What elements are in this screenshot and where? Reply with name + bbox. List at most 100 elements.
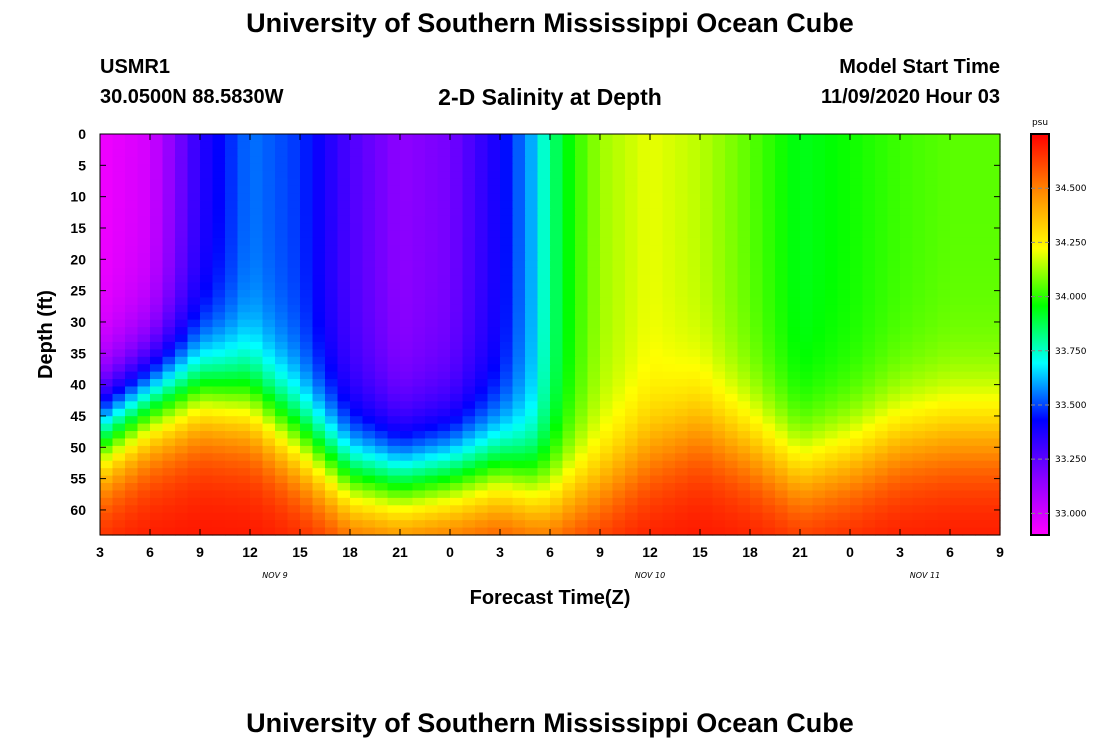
heatmap-cell: [762, 393, 776, 402]
heatmap-cell: [887, 252, 901, 261]
heatmap-cell: [850, 289, 864, 298]
heatmap-cell: [525, 401, 539, 410]
heatmap-cell: [787, 445, 801, 454]
heatmap-cell: [300, 134, 314, 143]
heatmap-cell: [725, 223, 739, 232]
heatmap-cell: [250, 141, 264, 150]
heatmap-cell: [637, 468, 651, 477]
heatmap-cell: [687, 475, 701, 484]
heatmap-cell: [362, 497, 376, 506]
heatmap-cell: [725, 371, 739, 380]
heatmap-cell: [412, 156, 426, 165]
heatmap-cell: [712, 275, 726, 284]
heatmap-cell: [325, 215, 339, 224]
heatmap-cell: [300, 364, 314, 373]
heatmap-cell: [462, 156, 476, 165]
heatmap-cell: [975, 185, 989, 195]
heatmap-cell: [612, 252, 626, 261]
heatmap-cell: [387, 483, 401, 492]
heatmap-cell: [750, 364, 764, 373]
heatmap-cell: [775, 134, 789, 143]
heatmap-cell: [912, 148, 926, 157]
heatmap-cell: [725, 431, 739, 440]
heatmap-cell: [225, 275, 239, 284]
heatmap-cell: [437, 304, 451, 313]
heatmap-cell: [400, 527, 414, 536]
heatmap-cell: [975, 393, 989, 402]
heatmap-cell: [475, 401, 489, 410]
heatmap-cell: [712, 483, 726, 492]
heatmap-cell: [275, 319, 289, 328]
heatmap-cell: [675, 334, 689, 343]
heatmap-cell: [300, 356, 314, 365]
heatmap-cell: [312, 497, 326, 506]
heatmap-cell: [987, 230, 1001, 239]
heatmap-cell: [612, 141, 626, 150]
heatmap-cell: [862, 349, 876, 358]
heatmap-cell: [475, 393, 489, 402]
heatmap-cell: [575, 163, 589, 172]
heatmap-cell: [400, 289, 414, 298]
heatmap-cell: [500, 379, 514, 388]
heatmap-cell: [275, 134, 289, 143]
heatmap-cell: [987, 416, 1001, 425]
heatmap-cell: [900, 379, 914, 388]
heatmap-cell: [850, 237, 864, 246]
heatmap-cell: [637, 483, 651, 492]
heatmap-cell: [350, 520, 364, 529]
heatmap-cell: [687, 156, 701, 165]
heatmap-cell: [462, 215, 476, 224]
heatmap-cell: [612, 178, 626, 187]
heatmap-cell: [487, 200, 501, 209]
heatmap-cell: [600, 505, 614, 514]
heatmap-cell: [700, 401, 714, 410]
heatmap-cell: [875, 319, 889, 328]
heatmap-cell: [862, 252, 876, 261]
heatmap-cell: [137, 148, 151, 157]
heatmap-cell: [650, 453, 664, 462]
heatmap-cell: [275, 408, 289, 417]
heatmap-cell: [900, 460, 914, 469]
colorbar-tick-label: 34.500: [1055, 184, 1087, 194]
heatmap-cell: [100, 341, 114, 350]
heatmap-cell: [612, 423, 626, 432]
heatmap-cell: [987, 527, 1001, 536]
heatmap-cell: [212, 148, 226, 157]
heatmap-cell: [650, 297, 664, 306]
heatmap-cell: [737, 252, 751, 261]
heatmap-cell: [875, 431, 889, 440]
heatmap-cell: [700, 208, 714, 217]
heatmap-cell: [500, 178, 514, 187]
heatmap-cell: [512, 393, 526, 402]
heatmap-cell: [350, 260, 364, 269]
heatmap-cell: [825, 312, 839, 321]
heatmap-cell: [675, 460, 689, 469]
heatmap-cell: [325, 341, 339, 350]
heatmap-cell: [275, 364, 289, 373]
heatmap-cell: [125, 289, 139, 298]
heatmap-cell: [825, 468, 839, 477]
heatmap-cell: [950, 386, 964, 395]
heatmap-cell: [675, 408, 689, 417]
heatmap-cell: [850, 505, 864, 514]
heatmap-cell: [362, 341, 376, 350]
heatmap-cell: [812, 156, 826, 165]
heatmap-cell: [437, 401, 451, 410]
heatmap-cell: [625, 134, 639, 143]
heatmap-cell: [387, 438, 401, 447]
heatmap-cell: [800, 245, 814, 254]
heatmap-cell: [200, 260, 214, 269]
heatmap-cell: [900, 252, 914, 261]
colorbar-tick-label: 33.250: [1055, 455, 1087, 465]
heatmap-cell: [200, 327, 214, 336]
heatmap-cell: [437, 327, 451, 336]
heatmap-cell: [762, 148, 776, 157]
heatmap-cell: [550, 520, 564, 529]
heatmap-cell: [712, 260, 726, 269]
heatmap-cell: [437, 185, 451, 195]
heatmap-cell: [237, 282, 251, 291]
heatmap-cell: [737, 327, 751, 336]
heatmap-cell: [425, 252, 439, 261]
heatmap-cell: [112, 416, 126, 425]
heatmap-cell: [275, 260, 289, 269]
